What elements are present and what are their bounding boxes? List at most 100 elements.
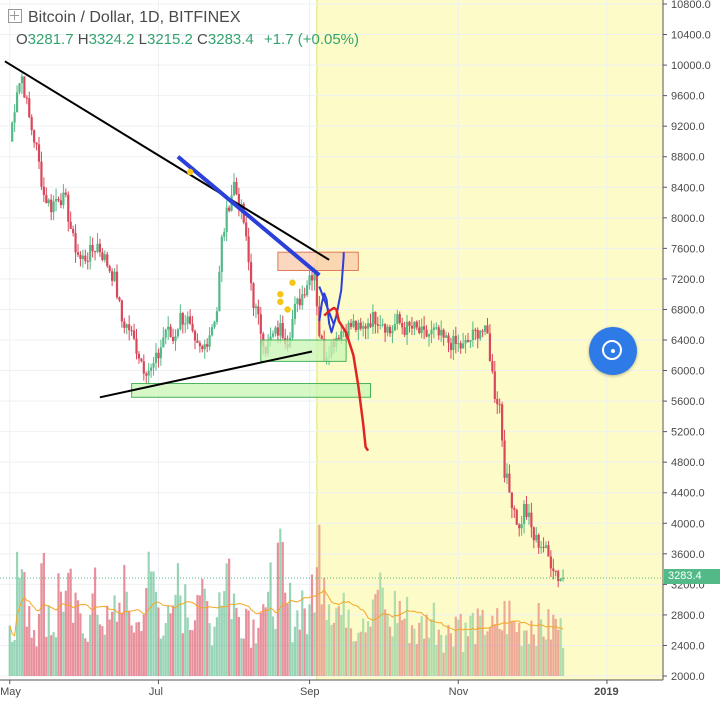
volume-bar (330, 624, 333, 676)
candle-body (340, 331, 343, 339)
volume-bar (413, 628, 416, 676)
candle-body (301, 294, 304, 306)
y-tick-label: 7600.0 (671, 243, 705, 255)
volume-bar (481, 609, 484, 676)
candle-body (249, 262, 253, 284)
volume-bar (447, 624, 450, 676)
candle-body (369, 323, 372, 327)
candle-body (215, 311, 219, 322)
marker-dot (186, 168, 194, 176)
candle-body (123, 321, 126, 328)
volume-bar (79, 613, 82, 676)
low-value: 3215.2 (146, 31, 193, 48)
volume-bar (140, 631, 143, 676)
volume-bar (257, 627, 260, 676)
candle-body (520, 523, 523, 529)
candle-body (159, 347, 162, 359)
volume-bar (532, 634, 535, 676)
candle-body (45, 194, 48, 204)
candle-body (176, 329, 180, 337)
volume-bar (196, 594, 199, 676)
volume-bar (271, 616, 275, 676)
volume-bar (23, 571, 26, 676)
change-value: +1.7 (+0.05%) (263, 31, 360, 48)
candle-body (42, 186, 45, 195)
volume-bar (342, 592, 345, 676)
volume-bar (420, 616, 423, 676)
volume-bar (186, 617, 189, 676)
volume-bar (176, 563, 180, 676)
volume-bar (313, 612, 316, 676)
candle-body (476, 329, 479, 339)
volume-bar (308, 604, 311, 676)
candle-body (362, 326, 365, 329)
volume-bar (505, 634, 509, 676)
candle-body (525, 503, 528, 517)
candle-body (306, 285, 309, 296)
volume-bar (130, 625, 133, 676)
candle-body (135, 338, 138, 354)
volume-bar (537, 603, 540, 676)
volume-bar (325, 619, 328, 676)
candle-body (479, 330, 482, 339)
candle-body (503, 440, 506, 478)
y-tick-label: 8000.0 (671, 213, 705, 225)
candle-body (79, 254, 82, 259)
volume-bar (318, 524, 321, 676)
candle-body (184, 323, 187, 325)
target-button[interactable] (589, 327, 637, 375)
candle-body (276, 327, 279, 336)
candle-body (106, 254, 109, 267)
candle-body (440, 329, 443, 336)
x-tick-label: May (0, 686, 21, 698)
candle-body (405, 321, 409, 335)
candle-body (162, 337, 165, 348)
marker-dot (289, 279, 296, 286)
candle-body (203, 344, 206, 350)
volume-bar (137, 621, 141, 676)
descending-trendline (4, 60, 330, 261)
candle-body (432, 327, 435, 330)
candle-body (115, 271, 119, 298)
volume-bar (25, 626, 28, 676)
volume-bar (508, 600, 511, 676)
volume-bar (291, 642, 294, 676)
candle-body (142, 361, 145, 374)
volume-bar (408, 643, 411, 676)
candle-body (471, 329, 474, 340)
candle-body (198, 342, 201, 347)
crosshair-icon[interactable] (8, 9, 22, 23)
candle-body (35, 142, 38, 145)
candle-body (52, 201, 55, 213)
candle-body (128, 324, 131, 331)
candle-body (308, 275, 311, 286)
volume-bar (425, 614, 428, 676)
candle-body (210, 327, 214, 336)
candle-body (532, 527, 535, 541)
candle-body (554, 570, 557, 572)
candle-body (140, 358, 143, 362)
volume-bar (354, 641, 357, 676)
volume-bar (264, 607, 267, 676)
candle-body (76, 252, 80, 255)
volume-bar (347, 609, 350, 676)
volume-bar (405, 596, 409, 676)
candle-body (493, 371, 496, 400)
candle-body (401, 322, 404, 328)
volume-bar (123, 564, 126, 676)
volume-bar (147, 551, 150, 676)
candle-body (544, 545, 548, 548)
candle-body (315, 273, 318, 307)
x-tick-label: Nov (449, 686, 469, 698)
candle-body (130, 330, 133, 332)
volume-bar (435, 644, 438, 676)
volume-bar (437, 629, 440, 676)
target-icon-dot (611, 349, 615, 353)
candle-body (527, 512, 531, 517)
y-tick-label: 7200.0 (671, 274, 705, 286)
candle-body (447, 335, 450, 343)
y-tick-label: 2400.0 (671, 640, 705, 652)
volume-bar (298, 629, 301, 676)
candle-body (415, 321, 418, 328)
candle-body (530, 512, 533, 528)
